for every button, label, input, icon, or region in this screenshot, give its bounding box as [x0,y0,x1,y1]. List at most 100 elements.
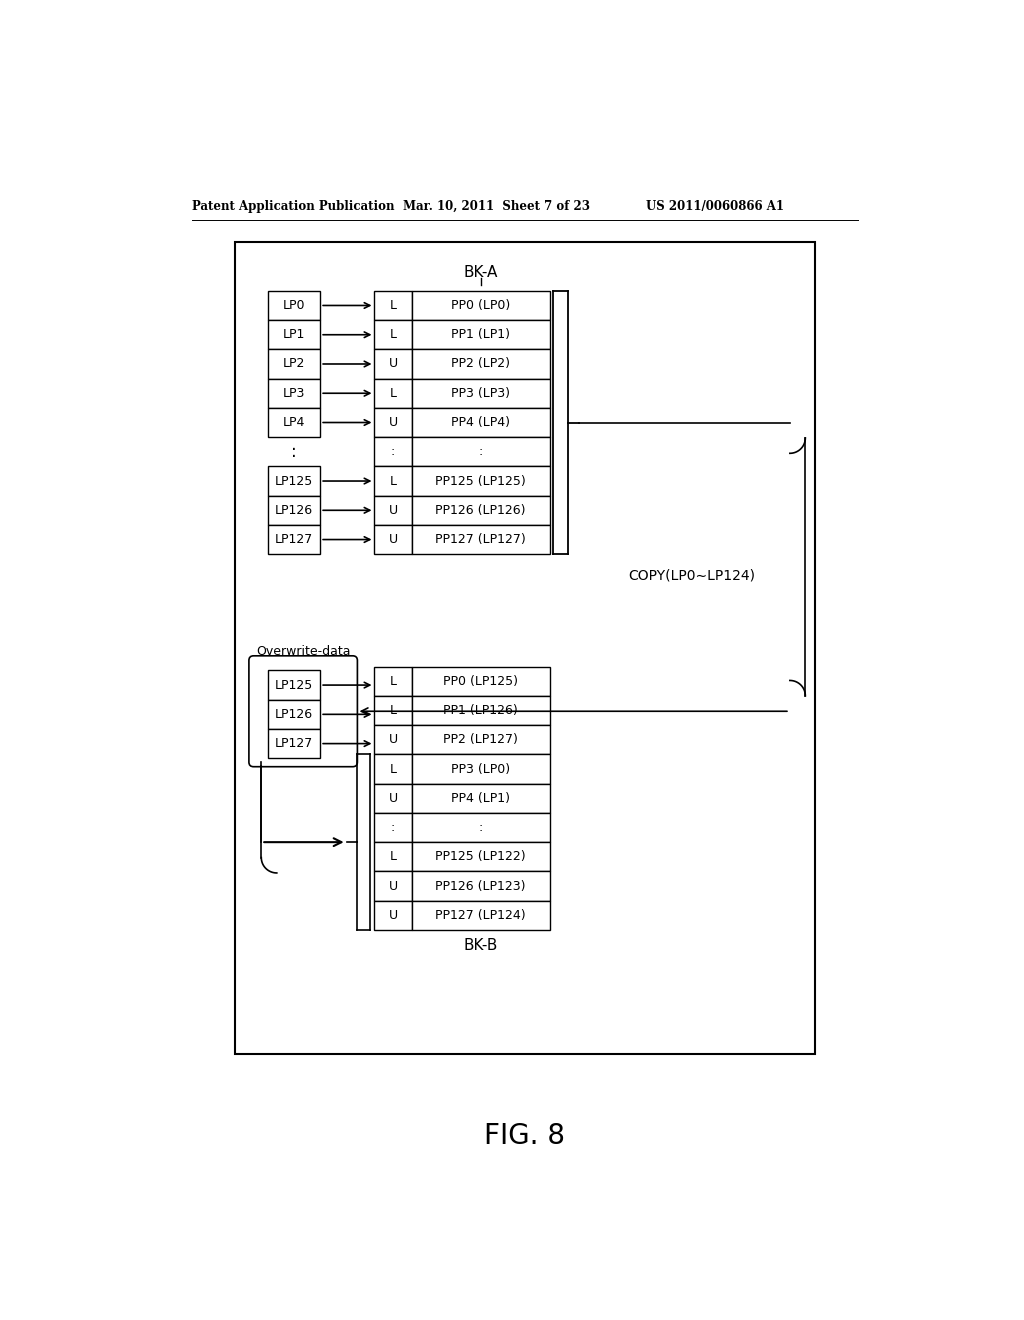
Text: Overwrite-data: Overwrite-data [257,644,351,657]
Bar [267,321,321,350]
Text: U: U [388,733,397,746]
Text: PP127 (LP124): PP127 (LP124) [435,908,526,921]
Text: LP0: LP0 [283,298,305,312]
Text: :: : [391,821,395,834]
Text: PP4 (LP4): PP4 (LP4) [452,416,510,429]
Text: U: U [388,908,397,921]
Text: PP3 (LP0): PP3 (LP0) [451,763,510,776]
Text: U: U [388,416,397,429]
Text: L: L [389,387,396,400]
Bar [412,696,550,725]
Text: PP0 (LP0): PP0 (LP0) [451,298,510,312]
Bar [375,871,412,900]
Bar [412,525,550,554]
Bar [375,725,412,755]
Text: LP127: LP127 [274,737,313,750]
Text: :: : [478,821,482,834]
Bar [412,755,550,784]
Text: L: L [389,704,396,717]
Text: BK-A: BK-A [464,265,498,280]
Text: LP3: LP3 [283,387,305,400]
Text: LP126: LP126 [274,708,313,721]
Text: Mar. 10, 2011  Sheet 7 of 23: Mar. 10, 2011 Sheet 7 of 23 [403,199,590,213]
Bar [375,321,412,350]
Bar [412,290,550,321]
Bar [412,437,550,466]
Bar [267,379,321,408]
Bar [412,379,550,408]
Bar [412,496,550,525]
Bar [267,671,321,700]
Text: PP1 (LP1): PP1 (LP1) [452,329,510,342]
Bar [375,437,412,466]
Bar [234,242,815,1053]
Bar [375,496,412,525]
Bar [375,784,412,813]
Text: PP2 (LP127): PP2 (LP127) [443,733,518,746]
Text: PP4 (LP1): PP4 (LP1) [452,792,510,805]
Text: PP126 (LP123): PP126 (LP123) [435,879,526,892]
FancyBboxPatch shape [249,656,357,767]
Text: PP3 (LP3): PP3 (LP3) [452,387,510,400]
Bar [267,290,321,321]
Text: L: L [389,763,396,776]
Text: U: U [388,879,397,892]
Text: U: U [388,358,397,371]
Text: L: L [389,675,396,688]
Text: L: L [389,298,396,312]
Text: PP1 (LP126): PP1 (LP126) [443,704,518,717]
Bar [412,667,550,696]
Bar [412,813,550,842]
Text: BK-B: BK-B [464,937,498,953]
Text: U: U [388,504,397,517]
Bar [412,900,550,929]
Text: COPY(LP0∼LP124): COPY(LP0∼LP124) [629,569,756,582]
Bar [412,321,550,350]
Bar [267,525,321,554]
Text: LP126: LP126 [274,504,313,517]
Bar [412,408,550,437]
Text: US 2011/0060866 A1: US 2011/0060866 A1 [646,199,783,213]
Text: LP2: LP2 [283,358,305,371]
Text: L: L [389,850,396,863]
Text: PP127 (LP127): PP127 (LP127) [435,533,526,546]
Bar [412,871,550,900]
Bar [267,729,321,758]
Text: LP127: LP127 [274,533,313,546]
Bar [267,350,321,379]
Bar [375,290,412,321]
Text: :: : [391,445,395,458]
Bar [375,350,412,379]
Bar [267,408,321,437]
Bar [375,755,412,784]
Bar [267,700,321,729]
Bar [267,496,321,525]
Text: PP0 (LP125): PP0 (LP125) [443,675,518,688]
Bar [375,813,412,842]
Bar [375,466,412,496]
Bar [412,350,550,379]
Bar [375,842,412,871]
Bar [375,696,412,725]
Bar [267,466,321,496]
Text: U: U [388,792,397,805]
Text: LP125: LP125 [274,474,313,487]
Bar [375,408,412,437]
Bar [375,900,412,929]
Bar [375,379,412,408]
Bar [375,525,412,554]
Bar [412,725,550,755]
Text: PP125 (LP122): PP125 (LP122) [435,850,526,863]
Text: U: U [388,533,397,546]
Bar [375,667,412,696]
Text: FIG. 8: FIG. 8 [484,1122,565,1150]
Text: :: : [478,445,482,458]
Text: PP125 (LP125): PP125 (LP125) [435,474,526,487]
Text: LP125: LP125 [274,678,313,692]
Text: :: : [291,442,297,461]
Text: PP126 (LP126): PP126 (LP126) [435,504,526,517]
Text: LP1: LP1 [283,329,305,342]
Text: LP4: LP4 [283,416,305,429]
Bar [412,784,550,813]
Text: Patent Application Publication: Patent Application Publication [191,199,394,213]
